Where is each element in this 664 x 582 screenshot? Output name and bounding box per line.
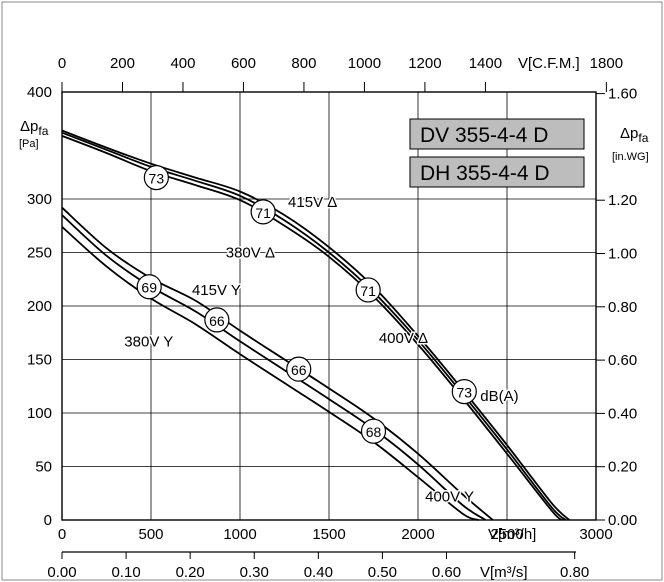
axis-ticks [61,82,607,559]
x-bottom-tick-label: 2500 [490,526,523,543]
db-marker: 73 [451,379,477,405]
db-marker-value: 66 [291,362,307,378]
db-marker-value: 66 [209,313,225,329]
db-marker-value: 71 [255,205,271,221]
x-bottom2-label: V[m³/s] [480,564,528,581]
y-left-tick-label: 400 [27,84,52,101]
y-left-tick-label: 250 [27,245,52,262]
y-right-unit: [in.WG] [612,151,649,163]
x-top-tick-label: 800 [291,55,316,72]
grid [62,92,596,520]
x-bottom2-tick-label: 0.60 [432,564,461,581]
y-right-tick-label: 0.80 [608,299,637,316]
y-left-tick-label: 300 [27,191,52,208]
x-top-tick-label: 1200 [408,55,441,72]
db-marker: 73 [143,165,169,191]
db-marker-circle [286,356,312,382]
model-label-1-box [409,118,585,150]
model-label-1: DV 355-4-4 D [409,118,585,150]
x-bottom2-tick-label: 0.20 [176,564,205,581]
x-top-tick-label: 1400 [469,55,502,72]
curve-label: dB(A) [480,388,518,405]
db-marker: 68 [360,418,387,444]
y-left-tick-label: 150 [27,352,52,369]
curve-labels: 415V Δ 380V Δ 415V Y 380V Y 400V Δ dB(A) 400V … [123,193,520,507]
y-right-label: Δpfa [620,125,649,145]
curve-line [61,129,570,521]
x-bottom2-tick-label: 0.10 [111,564,140,581]
curve-label: 380V Δ [226,245,275,262]
db-marker: 71 [250,199,276,225]
x-top-tick-label: 1800 [590,55,623,72]
db-marker-value: 73 [149,171,165,187]
x-bottom2-tick-label: 0.50 [368,564,397,581]
y-right-tick-label: 0.20 [608,459,637,476]
y-right-tick-label: 0.00 [608,512,637,529]
db-marker-value: 69 [141,280,157,296]
db-marker-circle [360,418,387,444]
model-label-2-box [409,156,585,188]
x-bottom2-tick-label: 0.40 [304,564,333,581]
db-marker: 66 [286,356,312,382]
x-bottom-tick-label: 2000 [401,526,434,543]
db-marker-circle [355,277,381,303]
db-marker-circle [143,165,169,191]
x-bottom-label: V[m³/h] [488,526,536,543]
x-top-tick-label: 400 [170,55,195,72]
db-marker-value: 73 [456,385,472,401]
x-bottom-tick-label: 1000 [223,526,256,543]
y-left-tick-label: 0 [44,512,52,529]
db-marker-value: 71 [360,283,376,299]
db-marker-circle [204,307,230,333]
x-bottom-tick-label: 0 [58,526,66,543]
curve-label: 400V Y [425,488,474,505]
model-label-2: DH 355-4-4 D [409,156,585,188]
model-label-2-text: DH 355-4-4 D [420,162,550,185]
curve-line [61,214,487,521]
x-top-tick-label: 200 [110,55,135,72]
y-right-tick-label: 1.00 [608,245,637,262]
x-bottom2-tick-label: 0.30 [240,564,269,581]
curve-label: 415V Y [192,282,241,299]
y-right-tick-label: 1.20 [608,192,637,209]
x-bottom2-tick-label: 0.00 [47,564,76,581]
y-left-label: Δpfa [20,118,49,138]
curve-line [61,206,494,521]
tick-labels: 0 500 1000 1500 2000 2500 30000501001502002503… [27,55,637,581]
y-left-tick-label: 50 [35,459,52,476]
db-marker-circle [136,274,162,300]
x-top-tick-label: 0 [58,55,66,72]
db-marker: 71 [355,277,381,303]
model-label-1-text: DV 355-4-4 D [420,124,548,147]
x-bottom-tick-label: 1500 [312,526,345,543]
x-top-tick-label: 600 [231,55,256,72]
plot-frame [61,91,597,521]
db-marker: 69 [136,274,162,300]
x-bottom-tick-label: 500 [138,526,163,543]
curve-label: 415V Δ [288,194,337,211]
y-right-tick-label: 0.60 [608,352,637,369]
db-marker-value: 68 [366,424,382,440]
db-marker-circle [250,199,276,225]
db-marker-circle [451,379,477,405]
y-right-tick-label: 1.60 [608,86,637,103]
x-top-label: V[C.F.M.] [518,55,580,72]
x-bottom-tick-label: 3000 [579,526,612,543]
y-left-unit: [Pa] [19,138,39,150]
y-left-tick-label: 200 [27,298,52,315]
curve-label: 380V Y [124,333,173,350]
db-markers: 73 71 71 73 69 66 66 68 [136,165,477,444]
y-left-tick-label: 100 [27,405,52,422]
curve-label: 400V Δ [379,330,428,347]
x-top-tick-label: 1000 [348,55,381,72]
db-marker: 66 [204,307,230,333]
y-right-tick-label: 0.40 [608,405,637,422]
x-bottom2-tick-label: 0.80 [560,564,589,581]
